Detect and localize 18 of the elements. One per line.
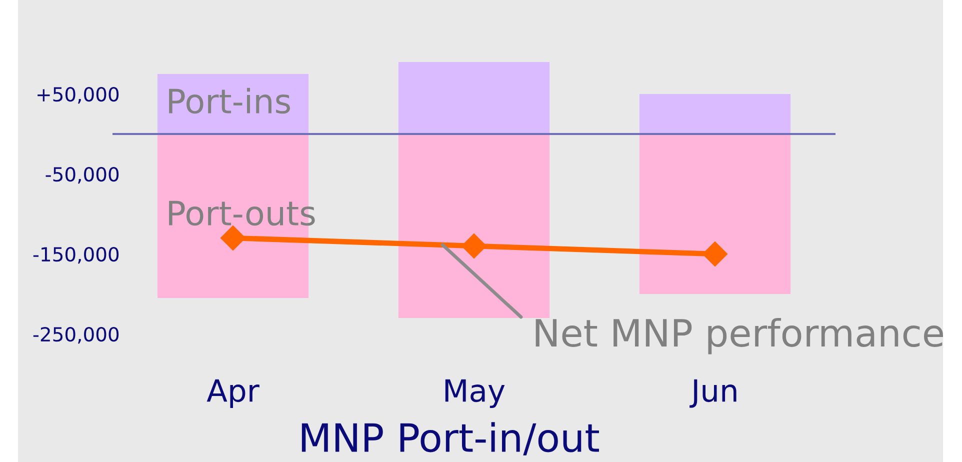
series-label: Port-outs: [169, 200, 315, 226]
bar: [639, 134, 791, 294]
series-label: Net MNP performance: [536, 318, 943, 354]
y-tick-label: -150,000: [33, 246, 119, 264]
x-tick-label: May: [445, 379, 505, 408]
point: [220, 225, 246, 251]
bar: [639, 94, 791, 134]
point: [702, 241, 728, 267]
bar: [398, 134, 550, 318]
x-axis-title: MNP Port-in/out: [302, 422, 599, 456]
x-tick-label: Jun: [690, 379, 736, 408]
x-tick-label: Apr: [206, 379, 260, 408]
y-tick-label: +50,000: [38, 86, 119, 104]
point: [461, 233, 487, 259]
y-tick-label: -50,000: [46, 166, 119, 184]
series-label: Port-ins: [169, 88, 290, 114]
bar: [398, 62, 550, 134]
y-tick-label: -250,000: [33, 326, 119, 344]
